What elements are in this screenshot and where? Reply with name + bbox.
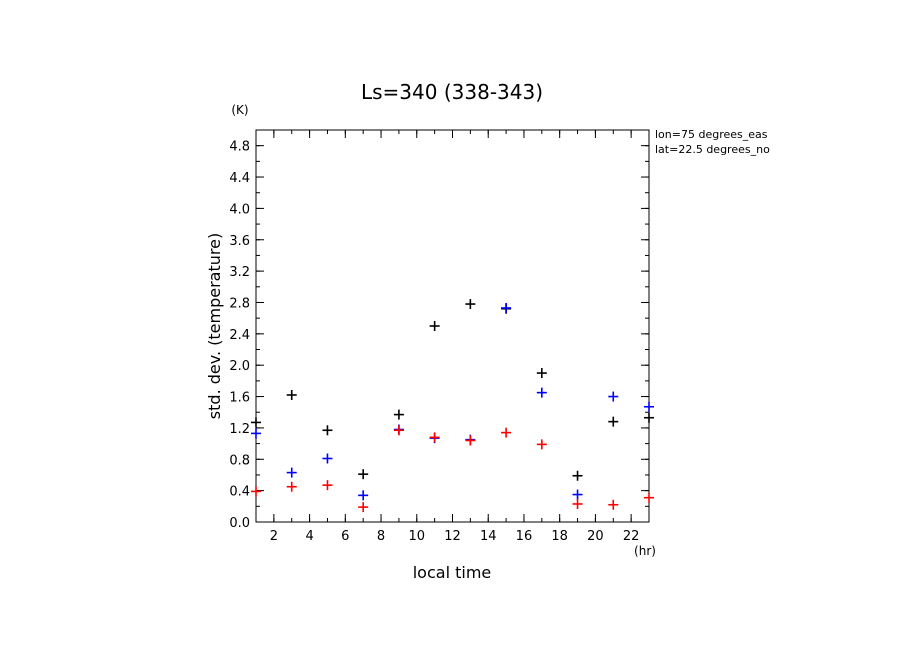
data-point-series-2 bbox=[286, 467, 297, 478]
data-point-series-3 bbox=[358, 502, 369, 513]
data-point-series-2 bbox=[501, 302, 512, 313]
annotation-latitude: lat=22.5 degrees_no bbox=[655, 143, 770, 156]
y-tick-label: 4.0 bbox=[229, 202, 250, 217]
x-tick-label: 12 bbox=[444, 529, 461, 544]
data-point-series-3 bbox=[536, 439, 547, 450]
data-point-series-1 bbox=[572, 470, 583, 481]
data-point-series-1 bbox=[465, 299, 476, 310]
y-unit-label: (K) bbox=[231, 103, 248, 117]
data-point-series-1 bbox=[322, 425, 333, 436]
x-tick-label: 8 bbox=[377, 529, 385, 544]
y-tick-label: 1.6 bbox=[229, 391, 250, 406]
data-point-series-1 bbox=[286, 389, 297, 400]
x-tick-label: 18 bbox=[551, 529, 568, 544]
data-point-series-2 bbox=[358, 490, 369, 501]
data-point-series-1 bbox=[251, 417, 261, 428]
chart-title: Ls=340 (338-343) bbox=[361, 80, 543, 104]
data-point-series-1 bbox=[429, 321, 440, 331]
y-tick-label: 3.2 bbox=[229, 265, 250, 280]
data-points bbox=[251, 299, 654, 513]
x-tick-label: 4 bbox=[305, 529, 313, 544]
data-point-series-3 bbox=[572, 498, 583, 509]
x-tick-label: 6 bbox=[341, 529, 349, 544]
y-tick-label: 0.0 bbox=[229, 516, 250, 531]
data-point-series-1 bbox=[358, 469, 369, 480]
x-unit-label: (hr) bbox=[634, 544, 656, 558]
y-tick-label: 4.8 bbox=[229, 140, 250, 155]
x-tick-label: 2 bbox=[270, 529, 278, 544]
x-tick-label: 20 bbox=[587, 529, 604, 544]
data-point-series-3 bbox=[501, 427, 512, 438]
y-tick-label: 2.8 bbox=[229, 296, 250, 311]
data-point-series-3 bbox=[251, 486, 261, 497]
data-point-series-3 bbox=[429, 432, 440, 443]
data-point-series-2 bbox=[572, 489, 583, 500]
y-tick-label: 1.2 bbox=[229, 422, 250, 437]
data-point-series-1 bbox=[536, 368, 547, 379]
y-tick-label: 4.4 bbox=[229, 171, 250, 186]
data-point-series-3 bbox=[286, 481, 297, 492]
data-point-series-2 bbox=[322, 453, 333, 464]
data-point-series-2 bbox=[608, 391, 619, 402]
y-tick-label: 2.4 bbox=[229, 328, 250, 343]
data-point-series-3 bbox=[465, 435, 476, 446]
data-point-series-1 bbox=[393, 409, 404, 420]
data-point-series-2 bbox=[251, 428, 261, 439]
data-point-series-3 bbox=[644, 492, 654, 503]
axis-ticks: 0.0 0.4 0.8 1.2 1.6 2.0 2.4 2.8 3.2 3.6 4.0 4.4 4.8 2… bbox=[229, 129, 650, 544]
data-point-series-1 bbox=[608, 416, 619, 427]
data-point-series-3 bbox=[393, 425, 404, 436]
y-axis-title: std. dev. (temperature) bbox=[205, 233, 224, 419]
data-point-series-2 bbox=[644, 401, 654, 412]
y-tick-label: 0.4 bbox=[229, 485, 250, 500]
plot-frame bbox=[255, 129, 650, 523]
x-tick-label: 16 bbox=[516, 529, 533, 544]
data-point-series-3 bbox=[608, 499, 619, 510]
annotation-longitude: lon=75 degrees_eas bbox=[655, 128, 768, 141]
y-tick-label: 2.0 bbox=[229, 359, 250, 374]
data-point-series-1 bbox=[644, 412, 654, 423]
y-tick-label: 3.6 bbox=[229, 234, 250, 249]
data-point-series-3 bbox=[322, 480, 333, 491]
y-tick-label: 0.8 bbox=[229, 453, 250, 468]
data-point-series-2 bbox=[536, 387, 547, 398]
x-tick-label: 22 bbox=[623, 529, 640, 544]
x-tick-label: 10 bbox=[408, 529, 425, 544]
x-axis-title: local time bbox=[413, 563, 492, 582]
x-tick-label: 14 bbox=[480, 529, 497, 544]
